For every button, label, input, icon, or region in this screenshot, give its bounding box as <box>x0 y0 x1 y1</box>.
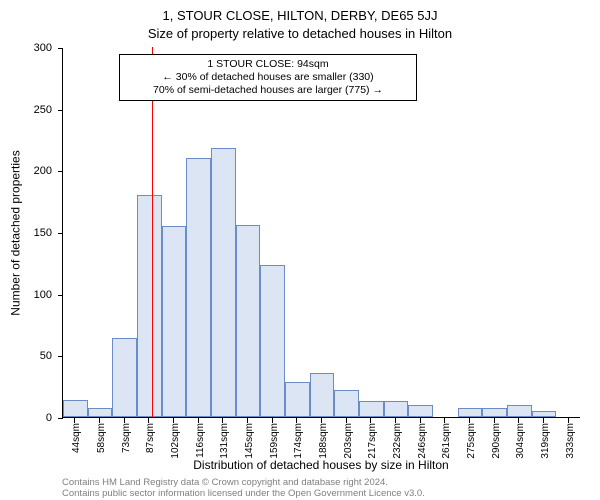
x-axis-tick-label: 304sqm <box>515 423 526 459</box>
y-axis-tick-label: 250 <box>34 104 52 116</box>
histogram-bar <box>334 390 359 417</box>
annotation-line2: ← 30% of detached houses are smaller (33… <box>128 71 408 84</box>
y-axis-tick-label: 100 <box>34 289 52 301</box>
x-axis-labels: 44sqm 58sqm 73sqm 87sqm 102sqm 116sqm 131sqm 14… <box>62 418 580 458</box>
histogram-bar <box>162 226 187 417</box>
property-marker-line <box>152 47 153 417</box>
histogram-bar <box>88 408 113 417</box>
y-axis-tick <box>58 171 63 172</box>
y-axis-labels: 050100150200250300 <box>0 48 58 418</box>
x-axis-tick-label: 217sqm <box>367 423 378 459</box>
y-axis-tick <box>58 233 63 234</box>
histogram-bar <box>359 401 384 417</box>
x-axis-tick-label: 319sqm <box>540 423 551 459</box>
y-axis-tick <box>58 356 63 357</box>
histogram-bar <box>211 148 236 417</box>
x-axis-tick-label: 116sqm <box>195 423 206 458</box>
histogram-bar <box>408 405 433 417</box>
histogram-bar <box>112 338 137 417</box>
histogram-plot: 1 STOUR CLOSE: 94sqm ← 30% of detached h… <box>62 48 580 418</box>
attribution-line2: Contains public sector information licen… <box>62 488 580 499</box>
histogram-bar <box>285 382 310 417</box>
x-axis-tick-label: 102sqm <box>170 423 181 459</box>
histogram-bar <box>458 408 483 417</box>
y-axis-tick-label: 0 <box>46 412 52 424</box>
x-axis-tick-label: 232sqm <box>392 423 403 459</box>
x-axis-tick-label: 261sqm <box>441 423 452 459</box>
histogram-bar <box>507 405 532 417</box>
x-axis-tick-label: 145sqm <box>244 423 255 459</box>
histogram-bar <box>482 408 507 417</box>
y-axis-tick <box>58 110 63 111</box>
y-axis-tick <box>58 48 63 49</box>
x-axis-tick-label: 246sqm <box>417 423 428 459</box>
x-axis-tick-label: 159sqm <box>269 423 280 459</box>
chart-title-address: 1, STOUR CLOSE, HILTON, DERBY, DE65 5JJ <box>0 8 600 23</box>
histogram-bar <box>137 195 162 417</box>
x-axis-tick-label: 73sqm <box>121 423 132 453</box>
y-axis-tick-label: 300 <box>34 42 52 54</box>
x-axis-title: Distribution of detached houses by size … <box>62 458 580 472</box>
histogram-bar <box>384 401 409 417</box>
y-axis-tick-label: 200 <box>34 165 52 177</box>
histogram-bar <box>260 265 285 417</box>
x-axis-tick-label: 188sqm <box>318 423 329 459</box>
annotation-line3: 70% of semi-detached houses are larger (… <box>128 84 408 97</box>
x-axis-tick-label: 44sqm <box>71 423 82 453</box>
attribution-line1: Contains HM Land Registry data © Crown c… <box>62 477 580 488</box>
histogram-bar <box>186 158 211 417</box>
histogram-bar <box>63 400 88 417</box>
x-axis-tick-label: 290sqm <box>491 423 502 459</box>
y-axis-tick-label: 150 <box>34 227 52 239</box>
x-axis-tick-label: 131sqm <box>219 423 230 459</box>
x-axis-tick-label: 203sqm <box>343 423 354 459</box>
histogram-bar <box>532 411 557 417</box>
x-axis-tick-label: 58sqm <box>96 423 107 453</box>
histogram-bar <box>236 225 261 417</box>
x-axis-tick-label: 174sqm <box>293 423 304 459</box>
histogram-bars <box>63 48 580 417</box>
histogram-bar <box>310 373 335 417</box>
annotation-line1: 1 STOUR CLOSE: 94sqm <box>128 58 408 71</box>
x-axis-tick-label: 275sqm <box>466 423 477 459</box>
y-axis-tick <box>58 295 63 296</box>
x-axis-tick-label: 87sqm <box>145 423 156 453</box>
y-axis-tick-label: 50 <box>40 350 52 362</box>
chart-subtitle: Size of property relative to detached ho… <box>0 26 600 41</box>
x-axis-tick-label: 333sqm <box>565 423 576 459</box>
annotation-box: 1 STOUR CLOSE: 94sqm ← 30% of detached h… <box>119 54 417 101</box>
